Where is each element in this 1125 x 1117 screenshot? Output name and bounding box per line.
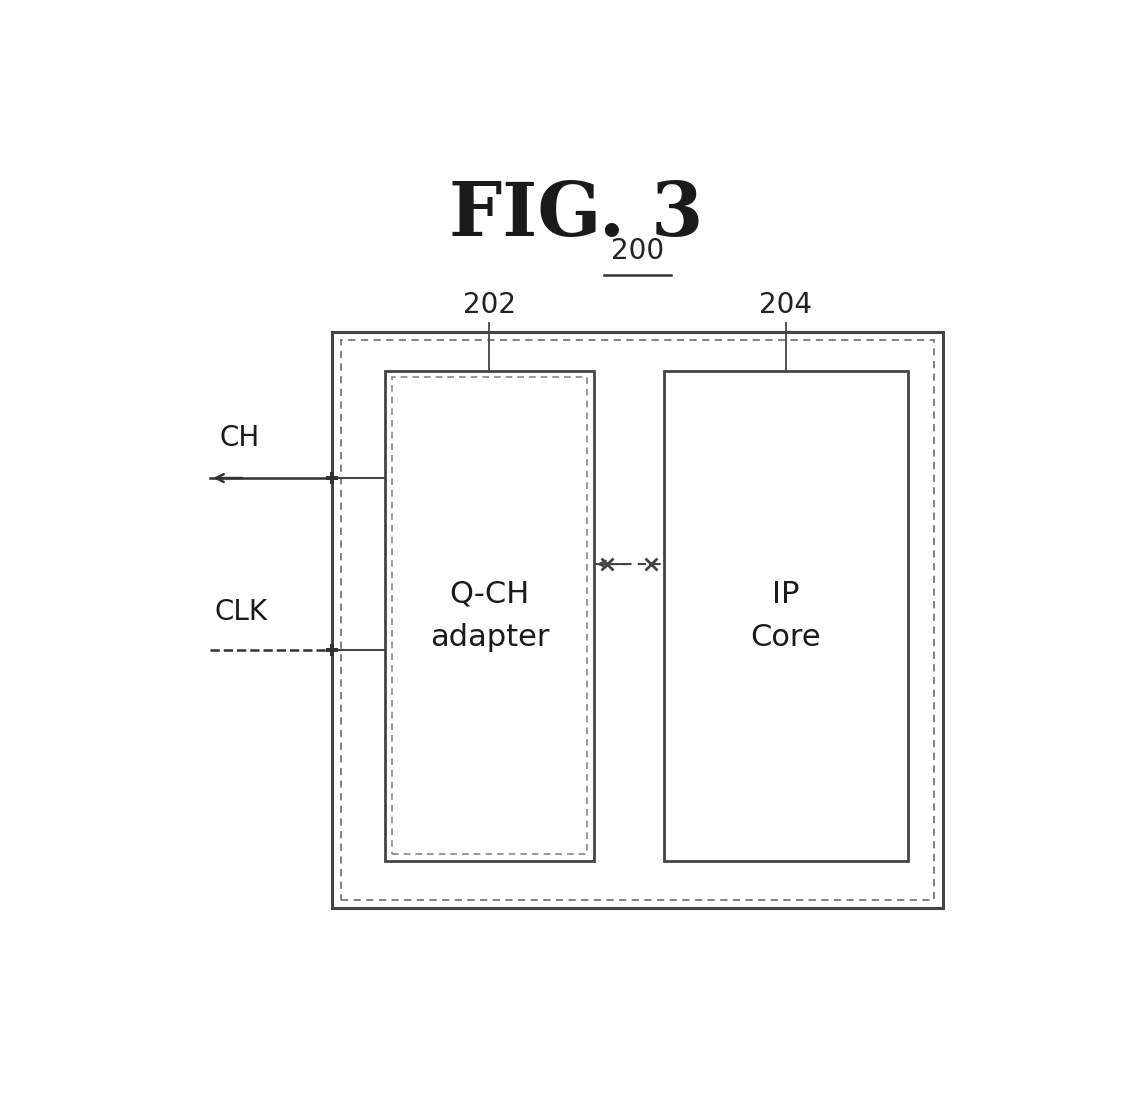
Bar bbox=[385, 371, 594, 861]
Text: CLK: CLK bbox=[215, 598, 268, 626]
Text: IP
Core: IP Core bbox=[750, 580, 821, 651]
Text: Q-CH
adapter: Q-CH adapter bbox=[430, 580, 549, 651]
Text: FIG. 3: FIG. 3 bbox=[450, 179, 704, 252]
Text: 200: 200 bbox=[611, 237, 664, 265]
Bar bbox=[333, 332, 943, 908]
Bar bbox=[392, 378, 587, 853]
Text: 202: 202 bbox=[462, 290, 516, 319]
Text: 204: 204 bbox=[759, 290, 812, 319]
Bar bbox=[664, 371, 908, 861]
Text: CH: CH bbox=[219, 424, 260, 452]
Bar bbox=[341, 341, 934, 899]
